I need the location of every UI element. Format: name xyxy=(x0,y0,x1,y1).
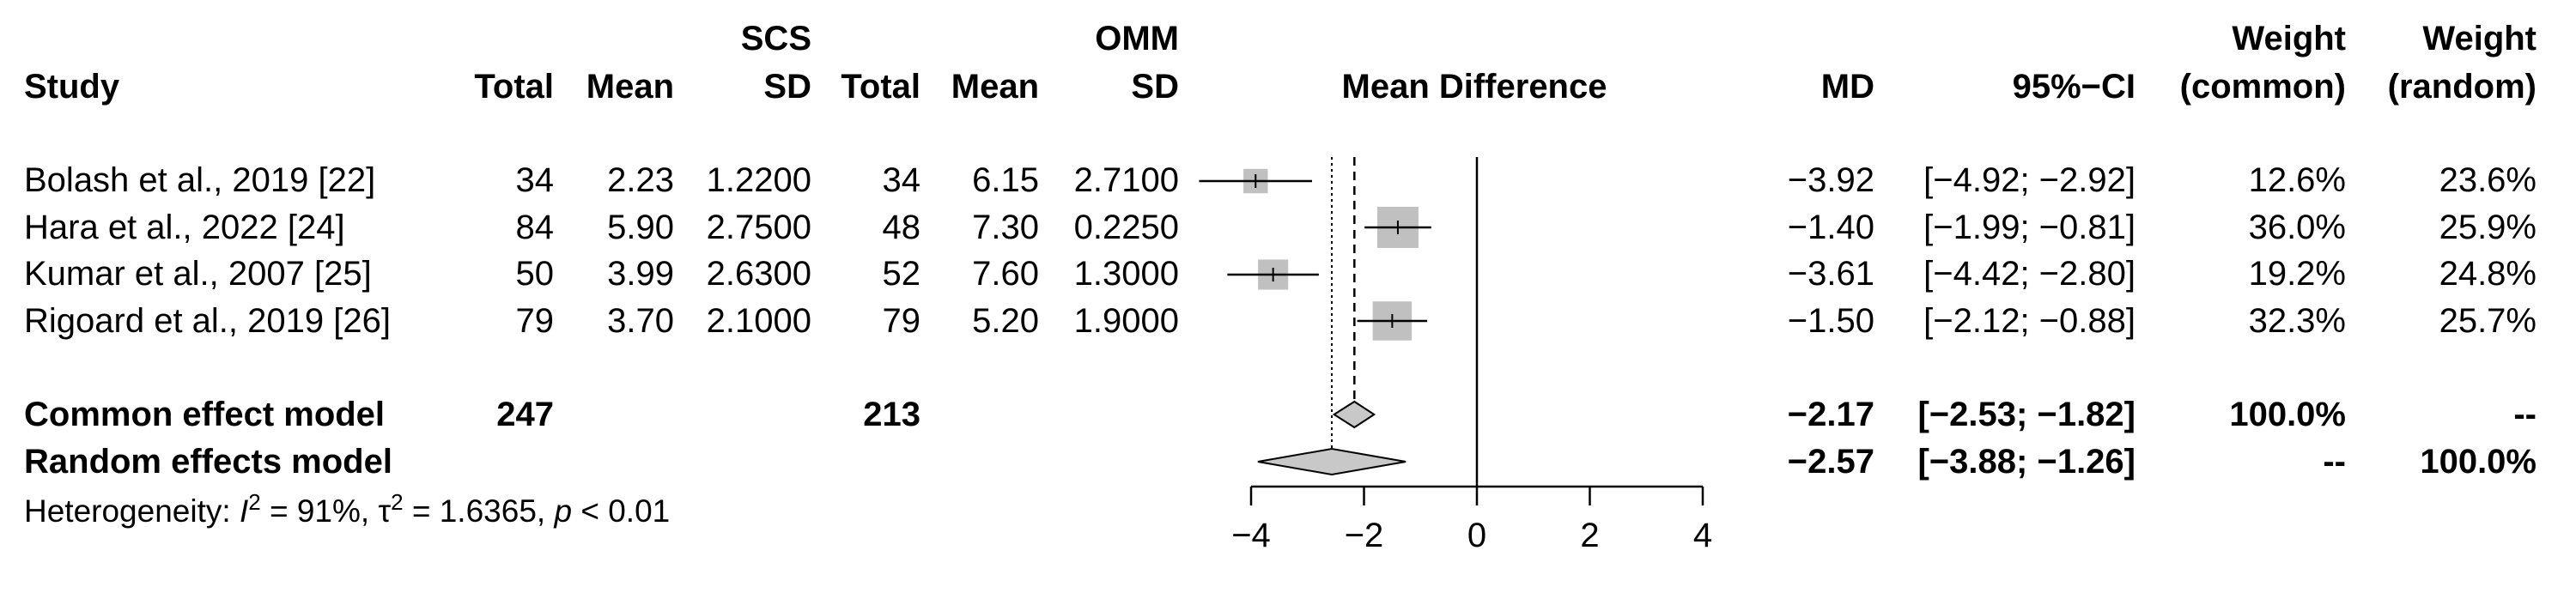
study-total2: 79 xyxy=(883,302,921,340)
study-ci: [−4.42; −2.80] xyxy=(1923,255,2136,293)
plot-header: Mean Difference xyxy=(1342,68,1607,106)
random-effects-diamond xyxy=(1257,447,1406,476)
study-total1: 34 xyxy=(516,161,555,199)
tau2-superscript: 2 xyxy=(391,489,403,515)
study-weight-random: 25.7% xyxy=(2439,302,2537,340)
study-name: Hara et al., 2022 [24] xyxy=(24,209,345,246)
sd1-header: SD xyxy=(763,68,811,106)
study-total2: 48 xyxy=(883,209,921,246)
i2-symbol: I xyxy=(240,493,248,529)
random-effects-weight-common: -- xyxy=(2323,443,2346,481)
total1-header: Total xyxy=(474,68,554,106)
study-sd2: 1.9000 xyxy=(1074,302,1179,340)
study-weight-common: 12.6% xyxy=(2249,161,2346,199)
study-sd1: 1.2200 xyxy=(707,161,811,199)
study-sd2: 2.7100 xyxy=(1074,161,1179,199)
tau2-value: = 1.6365, xyxy=(404,493,555,529)
common-effect-weight-common: 100.0% xyxy=(2229,396,2346,433)
study-sd1: 2.7500 xyxy=(707,209,811,246)
study-name: Kumar et al., 2007 [25] xyxy=(24,255,372,293)
random-effects-ci: [−3.88; −1.26] xyxy=(1918,443,2136,481)
x-tick-label: 4 xyxy=(1693,517,1712,554)
study-sd1: 2.6300 xyxy=(707,255,811,293)
study-md: −3.61 xyxy=(1788,255,1874,293)
study-weight-random: 23.6% xyxy=(2439,161,2537,199)
study-name: Bolash et al., 2019 [22] xyxy=(24,161,375,199)
study-sd2: 1.3000 xyxy=(1074,255,1179,293)
heterogeneity-stats: Heterogeneity: I2 = 91%, τ2 = 1.6365, p … xyxy=(24,489,670,529)
study-row: Bolash et al., 2019 [22] 34 2.23 1.2200 … xyxy=(24,161,2537,199)
random-effects-row: Random effects model −2.57 [−3.88; −1.26… xyxy=(24,443,2537,481)
plot-area: −4 −2 0 2 4 xyxy=(1199,157,1712,554)
i2-superscript: 2 xyxy=(248,489,260,515)
x-tick-label: −4 xyxy=(1231,517,1271,554)
study-weight-common: 19.2% xyxy=(2249,255,2346,293)
study-sd1: 2.1000 xyxy=(707,302,811,340)
common-effect-label: Common effect model xyxy=(24,396,385,433)
md-header: MD xyxy=(1821,68,1874,106)
study-weight-random: 24.8% xyxy=(2439,255,2537,293)
heterogeneity-prefix: Heterogeneity: xyxy=(24,493,240,529)
study-mean2: 5.20 xyxy=(972,302,1039,340)
common-effect-total1: 247 xyxy=(496,396,554,433)
study-name: Rigoard et al., 2019 [26] xyxy=(24,302,391,340)
weight-random-subheader: (random) xyxy=(2388,68,2537,106)
study-ci: [−4.92; −2.92] xyxy=(1923,161,2136,199)
study-row: Rigoard et al., 2019 [26] 79 3.70 2.1000… xyxy=(24,302,2537,340)
study-mean1: 5.90 xyxy=(607,209,674,246)
study-total1: 84 xyxy=(516,209,555,246)
x-tick-label: 0 xyxy=(1467,517,1486,554)
study-mean2: 6.15 xyxy=(972,161,1039,199)
study-md: −3.92 xyxy=(1788,161,1874,199)
study-weight-common: 32.3% xyxy=(2249,302,2346,340)
random-effects-weight-random: 100.0% xyxy=(2420,443,2537,481)
study-row: Hara et al., 2022 [24] 84 5.90 2.7500 48… xyxy=(24,209,2537,246)
common-effect-row: Common effect model 247 213 −2.17 [−2.53… xyxy=(24,396,2537,433)
common-effect-ci: [−2.53; −1.82] xyxy=(1918,396,2136,433)
study-ci: [−2.12; −0.88] xyxy=(1923,302,2136,340)
ci-header: 95%−CI xyxy=(2013,68,2136,106)
x-tick-label: −2 xyxy=(1345,517,1384,554)
total2-header: Total xyxy=(841,68,920,106)
common-effect-total2: 213 xyxy=(863,396,920,433)
study-total1: 50 xyxy=(516,255,555,293)
study-md: −1.40 xyxy=(1788,209,1874,246)
study-row: Kumar et al., 2007 [25] 50 3.99 2.6300 5… xyxy=(24,255,2537,293)
mean2-header: Mean xyxy=(951,68,1039,106)
study-mean1: 2.23 xyxy=(607,161,674,199)
study-weight-random: 25.9% xyxy=(2439,209,2537,246)
tau2-symbol: τ xyxy=(378,493,391,529)
study-total1: 79 xyxy=(516,302,555,340)
study-mean2: 7.60 xyxy=(972,255,1039,293)
group2-header: OMM xyxy=(1095,20,1179,57)
common-effect-weight-random: -- xyxy=(2513,396,2537,433)
i2-value: = 91%, xyxy=(261,493,379,529)
p-value: < 0.01 xyxy=(572,493,670,529)
p-symbol: p xyxy=(553,493,572,529)
study-total2: 34 xyxy=(883,161,921,199)
mean1-header: Mean xyxy=(586,68,674,106)
study-total2: 52 xyxy=(883,255,921,293)
x-tick-label: 2 xyxy=(1580,517,1599,554)
random-effects-md: −2.57 xyxy=(1788,443,1874,481)
group1-header: SCS xyxy=(741,20,811,57)
study-md: −1.50 xyxy=(1788,302,1874,340)
study-ci: [−1.99; −0.81] xyxy=(1923,209,2136,246)
common-effect-md: −2.17 xyxy=(1788,396,1874,433)
study-weight-common: 36.0% xyxy=(2249,209,2346,246)
study-header: Study xyxy=(24,68,120,106)
random-effects-label: Random effects model xyxy=(24,443,392,481)
sd2-header: SD xyxy=(1131,68,1179,106)
study-sd2: 0.2250 xyxy=(1074,209,1179,246)
study-mean2: 7.30 xyxy=(972,209,1039,246)
weight-common-subheader: (common) xyxy=(2180,68,2346,106)
weight-header-common: Weight xyxy=(2232,20,2346,57)
study-mean1: 3.70 xyxy=(607,302,674,340)
weight-header-random: Weight xyxy=(2422,20,2537,57)
study-mean1: 3.99 xyxy=(607,255,674,293)
common-effect-diamond xyxy=(1332,400,1376,429)
